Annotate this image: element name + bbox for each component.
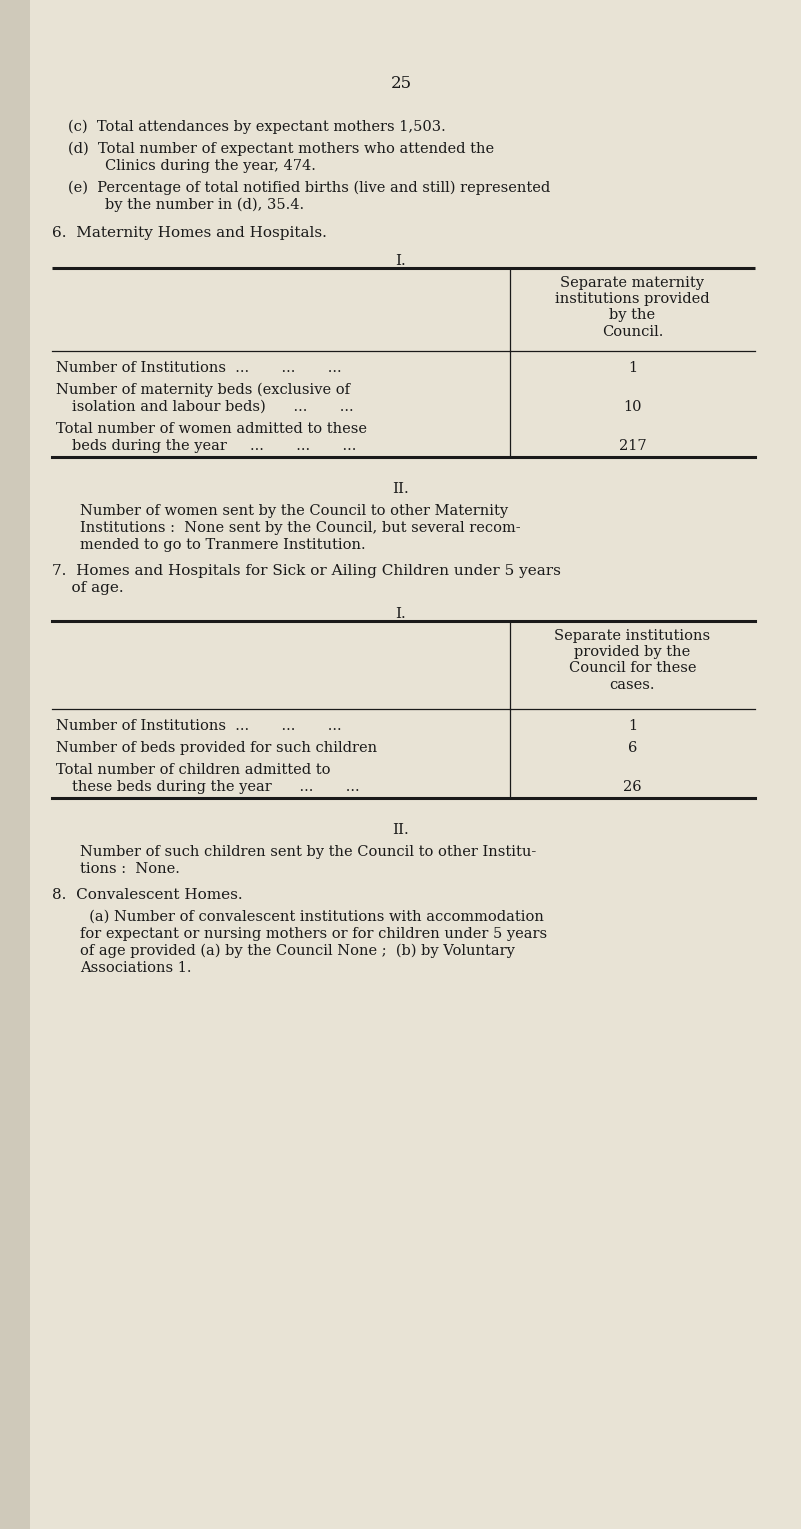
Text: of age.: of age.	[52, 581, 123, 595]
Text: Number of maternity beds (exclusive of: Number of maternity beds (exclusive of	[56, 382, 350, 398]
Text: 217: 217	[618, 439, 646, 453]
Text: Clinics during the year, 474.: Clinics during the year, 474.	[105, 159, 316, 173]
Text: Associations 1.: Associations 1.	[80, 962, 191, 976]
Text: 1: 1	[628, 719, 637, 732]
Text: for expectant or nursing mothers or for children under 5 years: for expectant or nursing mothers or for …	[80, 927, 547, 940]
Text: 25: 25	[390, 75, 412, 92]
Text: (d)  Total number of expectant mothers who attended the: (d) Total number of expectant mothers wh…	[68, 142, 494, 156]
Text: 8.  Convalescent Homes.: 8. Convalescent Homes.	[52, 888, 243, 902]
Text: 26: 26	[623, 780, 642, 794]
Text: Number of Institutions  ...       ...       ...: Number of Institutions ... ... ...	[56, 361, 341, 375]
Text: mended to go to Tranmere Institution.: mended to go to Tranmere Institution.	[80, 538, 365, 552]
Text: (a) Number of convalescent institutions with accommodation: (a) Number of convalescent institutions …	[80, 910, 544, 924]
Text: these beds during the year      ...       ...: these beds during the year ... ...	[72, 780, 360, 794]
Text: 7.  Homes and Hospitals for Sick or Ailing Children under 5 years: 7. Homes and Hospitals for Sick or Ailin…	[52, 564, 561, 578]
Text: isolation and labour beds)      ...       ...: isolation and labour beds) ... ...	[72, 401, 353, 414]
Text: beds during the year     ...       ...       ...: beds during the year ... ... ...	[72, 439, 356, 453]
Text: 6: 6	[628, 742, 637, 755]
Text: 1: 1	[628, 361, 637, 375]
Text: Number of such children sent by the Council to other Institu-: Number of such children sent by the Coun…	[80, 846, 536, 859]
Text: Separate maternity
institutions provided
by the
Council.: Separate maternity institutions provided…	[555, 277, 710, 338]
Bar	[0, 0, 30, 1529]
Text: (e)  Percentage of total notified births (live and still) represented: (e) Percentage of total notified births …	[68, 180, 550, 196]
Text: I.: I.	[396, 607, 406, 621]
Text: 6.  Maternity Homes and Hospitals.: 6. Maternity Homes and Hospitals.	[52, 226, 327, 240]
Text: 10: 10	[623, 401, 642, 414]
Text: tions :  None.: tions : None.	[80, 862, 180, 876]
Text: I.: I.	[396, 254, 406, 268]
Text: of age provided (a) by the Council None ;  (b) by Voluntary: of age provided (a) by the Council None …	[80, 943, 515, 959]
Text: Total number of women admitted to these: Total number of women admitted to these	[56, 422, 367, 436]
Text: Institutions :  None sent by the Council, but several recom-: Institutions : None sent by the Council,…	[80, 521, 521, 535]
Text: Number of women sent by the Council to other Maternity: Number of women sent by the Council to o…	[80, 505, 508, 518]
Text: (c)  Total attendances by expectant mothers 1,503.: (c) Total attendances by expectant mothe…	[68, 119, 445, 135]
Text: Number of Institutions  ...       ...       ...: Number of Institutions ... ... ...	[56, 719, 341, 732]
Text: Number of beds provided for such children: Number of beds provided for such childre…	[56, 742, 377, 755]
Text: Separate institutions
provided by the
Council for these
cases.: Separate institutions provided by the Co…	[554, 628, 710, 691]
Text: Total number of children admitted to: Total number of children admitted to	[56, 763, 331, 777]
Text: by the number in (d), 35.4.: by the number in (d), 35.4.	[105, 197, 304, 213]
Text: II.: II.	[392, 823, 409, 836]
Text: II.: II.	[392, 482, 409, 495]
